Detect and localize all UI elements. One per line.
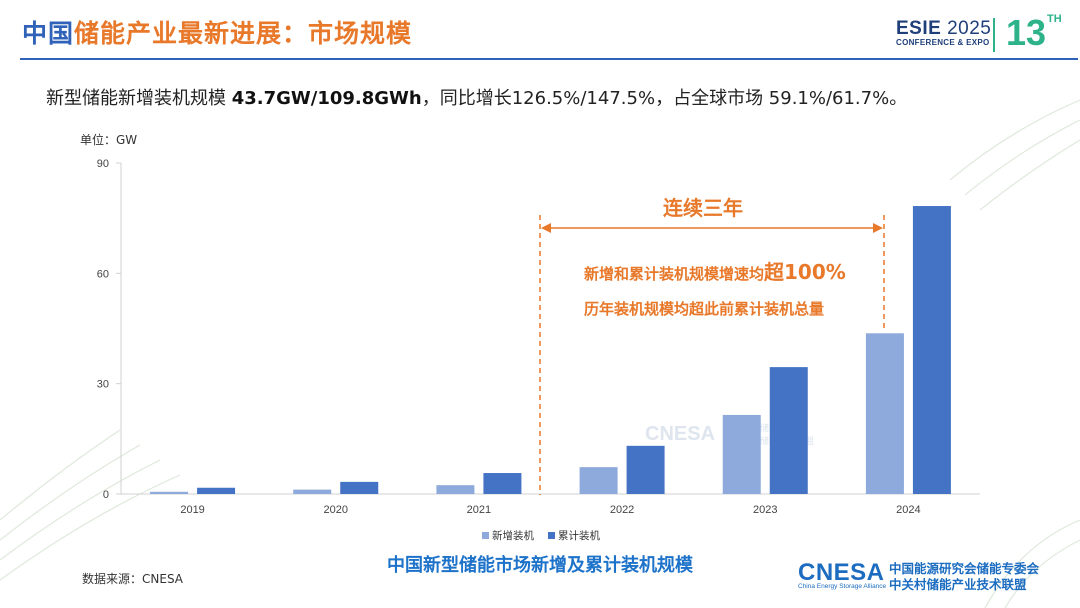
annotation-line1: 新增和累计装机规模增速均超100% — [584, 260, 846, 284]
anniversary-suffix: TH — [1047, 13, 1062, 25]
bar-new-2019 — [150, 491, 189, 494]
watermark-word: CNESA — [645, 423, 715, 445]
x-tick-label: 2023 — [753, 504, 777, 516]
legend-swatch-new — [482, 532, 489, 539]
logo-separator — [993, 18, 995, 52]
y-tick-label: 30 — [97, 379, 109, 391]
esie-logo-word: ESIE — [896, 18, 942, 39]
y-tick-label: 0 — [103, 489, 109, 501]
organization-line1: 中国能源研究会储能专委会 — [889, 561, 1040, 576]
x-tick-label: 2020 — [324, 504, 348, 516]
esie-logo-sub: CONFERENCE & EXPO — [896, 38, 990, 47]
cnesa-logo: CNESA China Energy Storage Alliance — [798, 559, 886, 590]
x-tick-label: 2024 — [896, 504, 920, 516]
data-source: 数据来源：CNESA — [82, 572, 183, 586]
chart-axes: 0 30 60 90 — [97, 158, 980, 501]
annotation-line1-prefix: 新增和累计装机规模增速均 — [584, 265, 764, 283]
page-title-part2: 储能产业最新进展：市场规模 — [74, 19, 413, 48]
y-tick-label: 60 — [97, 268, 109, 280]
bar-cumulative-2023 — [769, 367, 808, 494]
bar-new-2020 — [293, 489, 332, 494]
x-tick-label: 2022 — [610, 504, 634, 516]
headline-summary: 新型储能新增装机规模 43.7GW/109.8GWh，同比增长126.5%/14… — [46, 84, 907, 110]
page-title-part1: 中国 — [22, 19, 75, 48]
summary-bold-figure: 43.7GW/109.8GWh — [231, 88, 422, 109]
bar-new-2021 — [436, 485, 475, 494]
summary-lead: 新型储能新增装机规模 — [46, 88, 232, 109]
annotation-group: 连续三年 新增和累计装机规模增速均超100% 历年装机规模均超此前累计装机总量 — [539, 196, 885, 495]
x-axis-labels: 2019 2020 2021 2022 2023 2024 — [180, 504, 920, 516]
annotation-line1-emph: 超100% — [763, 260, 846, 284]
esie-logo-year: 2025 — [947, 18, 992, 39]
bracket-arrow-left — [541, 223, 551, 233]
anniversary-number: 13 — [1006, 12, 1047, 53]
legend-label-new: 新增装机 — [492, 529, 534, 542]
page-title: 中国储能产业最新进展：市场规模 — [22, 14, 412, 50]
bar-new-2023 — [722, 414, 761, 494]
anniversary-logo: 13TH — [1006, 12, 1062, 54]
x-tick-label: 2021 — [467, 504, 491, 516]
bar-cumulative-2024 — [912, 206, 951, 494]
y-axis-unit-label: 单位：GW — [80, 133, 138, 147]
title-divider — [20, 58, 1078, 60]
x-tick-label: 2019 — [180, 504, 204, 516]
legend-swatch-cumulative — [548, 532, 555, 539]
cnesa-logo-sub: China Energy Storage Alliance — [798, 583, 887, 590]
bar-cumulative-2022 — [626, 445, 665, 494]
bracket-arrow-right — [873, 223, 883, 233]
cnesa-logo-word: CNESA — [798, 559, 885, 586]
bar-cumulative-2020 — [340, 481, 379, 494]
chart-bars — [150, 206, 951, 494]
summary-rest: ，同比增长126.5%/147.5%，占全球市场 59.1%/61.7%。 — [421, 88, 908, 109]
chart-caption: 中国新型储能市场新增及累计装机规模 — [387, 555, 693, 576]
y-tick-label: 90 — [97, 158, 109, 170]
organization-line2: 中关村储能产业技术联盟 — [889, 577, 1027, 592]
bar-new-2024 — [865, 333, 904, 494]
bar-new-2022 — [579, 467, 618, 494]
organization-names: 中国能源研究会储能专委会 中关村储能产业技术联盟 — [889, 561, 1039, 593]
chart-legend: 新增装机 累计装机 — [482, 529, 600, 542]
bar-cumulative-2019 — [197, 487, 236, 494]
esie-logo: ESIE 2025 CONFERENCE & EXPO — [896, 18, 991, 47]
bar-cumulative-2021 — [483, 473, 522, 494]
annotation-bracket-label: 连续三年 — [663, 196, 743, 220]
legend-label-cumulative: 累计装机 — [558, 529, 600, 542]
annotation-line2: 历年装机规模均超此前累计装机总量 — [584, 300, 824, 318]
